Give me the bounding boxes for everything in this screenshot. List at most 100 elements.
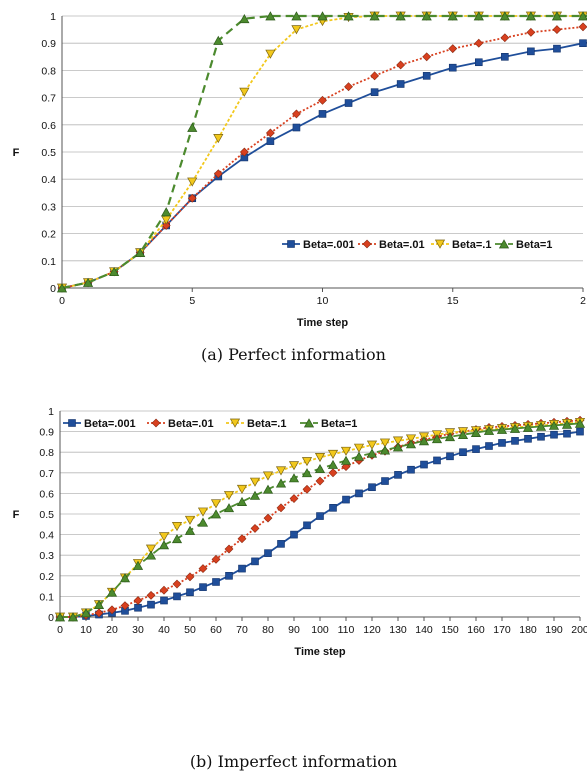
data-point xyxy=(316,512,324,520)
data-point xyxy=(249,490,261,500)
series-line xyxy=(61,15,587,289)
x-tick-label: 10 xyxy=(80,624,92,636)
y-tick-label: 0.7 xyxy=(41,93,56,105)
x-tick-label: 120 xyxy=(363,624,381,636)
data-point xyxy=(318,95,327,105)
data-point xyxy=(353,451,365,461)
data-point xyxy=(265,49,276,59)
data-point xyxy=(511,437,519,445)
y-tick-label: 0.3 xyxy=(41,201,56,213)
data-point xyxy=(328,468,338,478)
data-point xyxy=(199,583,207,591)
x-tick-label: 0 xyxy=(57,624,63,636)
data-point xyxy=(161,207,172,217)
data-point xyxy=(422,72,431,80)
data-point xyxy=(289,494,299,503)
data-point xyxy=(145,550,157,560)
data-point xyxy=(172,579,182,589)
data-point xyxy=(421,11,432,21)
data-point xyxy=(474,38,484,48)
data-point xyxy=(158,540,170,550)
data-point xyxy=(355,489,363,498)
x-tick-label: 100 xyxy=(311,624,329,636)
data-point xyxy=(239,87,250,97)
y-tick-label: 0.7 xyxy=(39,468,54,480)
x-tick-label: 40 xyxy=(158,624,170,636)
legend-marker xyxy=(68,419,76,427)
data-point xyxy=(213,134,224,144)
legend-label: Beta=.001 xyxy=(303,239,355,251)
data-point xyxy=(171,522,183,532)
data-point xyxy=(496,424,508,434)
data-point xyxy=(213,169,223,179)
data-point xyxy=(498,439,506,447)
data-point xyxy=(236,484,248,494)
series-Beta=1 xyxy=(54,418,586,622)
data-point xyxy=(551,11,563,21)
y-tick-label: 0.8 xyxy=(41,65,56,77)
data-point xyxy=(265,11,276,21)
x-tick-label: 90 xyxy=(288,624,300,636)
y-tick-label: 0.2 xyxy=(41,229,56,241)
data-point xyxy=(448,44,458,54)
y-tick-label: 1 xyxy=(50,11,56,23)
data-point xyxy=(396,80,405,88)
legend-label: Beta=1 xyxy=(516,239,552,251)
y-axis-title: F xyxy=(13,509,20,521)
data-point xyxy=(277,540,285,548)
data-point xyxy=(553,44,561,53)
data-point xyxy=(302,484,312,494)
data-point xyxy=(535,421,547,431)
y-tick-label: 0.4 xyxy=(41,174,56,186)
data-point xyxy=(550,430,558,439)
y-tick-label: 0.9 xyxy=(41,38,56,50)
x-tick-label: 20 xyxy=(106,624,118,636)
x-tick-label: 30 xyxy=(132,624,144,636)
data-point xyxy=(370,88,379,96)
y-tick-label: 0 xyxy=(50,283,56,295)
y-tick-label: 0 xyxy=(48,612,54,624)
data-point xyxy=(291,11,302,21)
data-point xyxy=(344,82,353,92)
x-tick-label: 190 xyxy=(545,624,563,636)
data-point xyxy=(288,473,300,483)
data-point xyxy=(459,448,467,457)
data-point xyxy=(370,71,380,81)
legend-marker xyxy=(229,418,241,428)
data-point xyxy=(107,605,117,615)
y-tick-label: 0.1 xyxy=(39,591,54,603)
x-tick-label: 15 xyxy=(447,295,459,307)
data-point xyxy=(381,477,389,485)
data-point xyxy=(147,600,155,609)
x-tick-label: 80 xyxy=(262,624,274,636)
data-point xyxy=(379,445,391,455)
legend-marker xyxy=(287,240,295,248)
series-line xyxy=(61,14,587,290)
data-point xyxy=(236,496,248,506)
series-Beta=1 xyxy=(56,11,587,293)
y-tick-label: 0.5 xyxy=(41,147,56,159)
data-point xyxy=(210,499,222,509)
x-tick-label: 170 xyxy=(493,624,511,636)
data-point xyxy=(291,25,302,35)
legend: Beta=.001 Beta=.01 Beta=.1 Beta=1 xyxy=(63,418,357,430)
y-tick-label: 0.2 xyxy=(39,571,54,583)
x-tick-label: 60 xyxy=(210,624,222,636)
data-point xyxy=(422,52,432,62)
data-point xyxy=(292,123,301,132)
data-point xyxy=(578,22,587,32)
data-point xyxy=(146,590,156,600)
data-point xyxy=(251,557,259,566)
data-point xyxy=(342,495,350,504)
data-point xyxy=(132,560,144,570)
data-point xyxy=(314,463,326,474)
data-point xyxy=(197,517,209,527)
data-point xyxy=(262,484,274,494)
data-point xyxy=(344,99,353,107)
y-tick-label: 0.9 xyxy=(39,427,54,439)
chart-panel-a: 0 0.1 0.2 0.3 0.4 0.5 0.6 0.7 0.8 0.9 1 0 5 10 15 2 Time… xyxy=(0,0,587,345)
y-tick-label: 0.1 xyxy=(41,256,56,268)
data-point xyxy=(447,11,458,21)
data-point xyxy=(395,11,406,21)
data-point xyxy=(327,459,339,469)
